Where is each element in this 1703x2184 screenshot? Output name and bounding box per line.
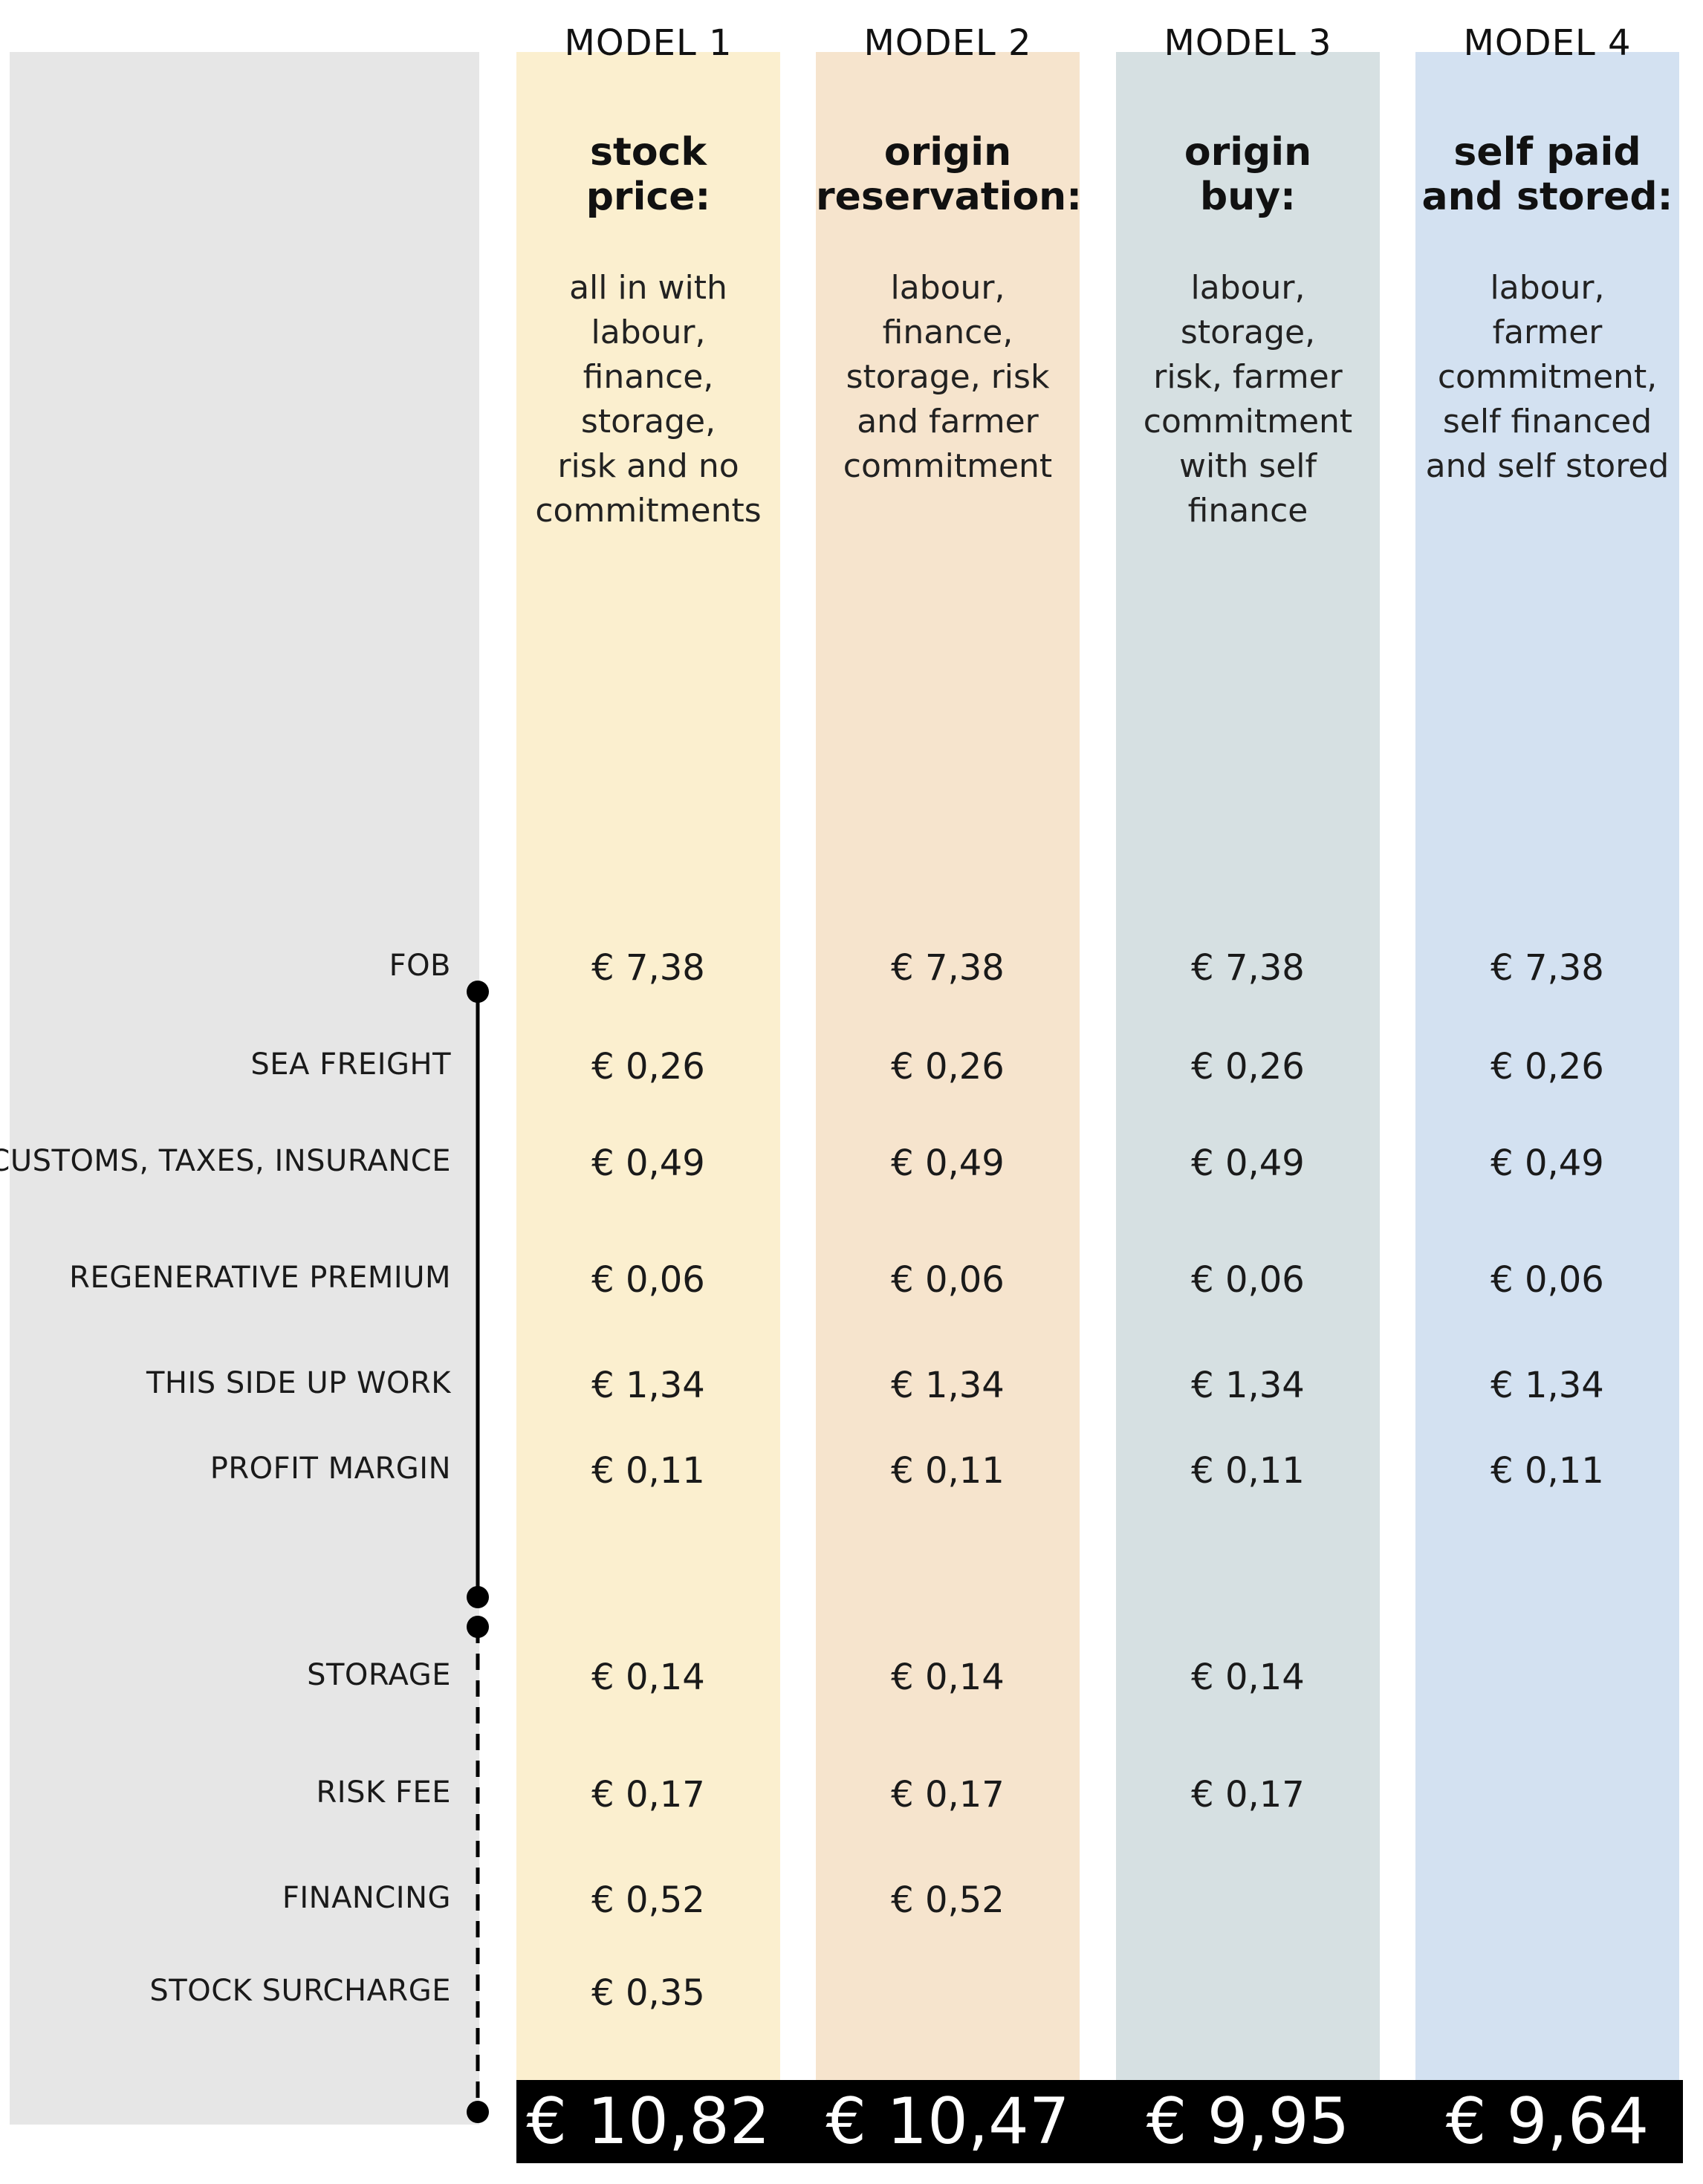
model-header: MODEL 4 <box>1463 22 1632 64</box>
model-header: MODEL 3 <box>1164 22 1332 64</box>
model-description-line: and self stored <box>1425 447 1670 485</box>
cost-cell: € 0,06 <box>591 1259 705 1301</box>
model-description-line: with self <box>1178 447 1317 485</box>
row-label: RISK FEE <box>316 1775 451 1810</box>
cost-cell: € 0,26 <box>891 1046 1005 1088</box>
row-label: REGENERATIVE PREMIUM <box>69 1261 451 1295</box>
model-description-line: self financed <box>1442 403 1652 441</box>
model-description-line: storage, <box>580 403 716 441</box>
row-label: SEA FREIGHT <box>250 1047 451 1082</box>
model-description-line: labour, <box>591 313 706 351</box>
row-label: CUSTOMS, TAXES, INSURANCE <box>0 1144 451 1178</box>
cost-cell: € 0,17 <box>1191 1774 1305 1816</box>
model-description-line: labour, <box>1490 269 1605 307</box>
model-description: all in with labour, finance, storage, risk a… <box>516 266 780 533</box>
model-description-line: commitment, <box>1437 358 1658 396</box>
cost-cell: € 0,52 <box>591 1879 705 1921</box>
cost-cell: € 0,11 <box>591 1450 705 1492</box>
model-title-line: buy: <box>1200 175 1296 219</box>
model-description-line: storage, <box>1180 313 1316 351</box>
cost-cell: € 0,14 <box>591 1657 705 1698</box>
model-title: origin buy: <box>1116 130 1380 219</box>
model-description-line: labour, <box>1190 269 1305 307</box>
model-title-line: stock <box>590 130 707 175</box>
model-title-line: reservation: <box>816 175 1082 219</box>
model-column <box>1116 52 1380 2132</box>
cost-cell: € 0,11 <box>1490 1450 1604 1492</box>
row-label-panel <box>10 52 479 2125</box>
cost-cell: € 0,26 <box>1490 1046 1604 1088</box>
model-description: labour, storage, risk, farmer commitment wit… <box>1116 266 1380 533</box>
cost-cell: € 0,49 <box>1490 1143 1604 1184</box>
model-description-line: finance <box>1187 492 1308 530</box>
model-title-line: price: <box>585 175 711 219</box>
cost-cell: € 0,06 <box>1191 1259 1305 1301</box>
row-label: STOCK SURCHARGE <box>149 1974 451 2008</box>
cost-cell: € 0,49 <box>1191 1143 1305 1184</box>
cost-cell: € 0,49 <box>891 1143 1005 1184</box>
model-description-line: finance, <box>583 358 714 396</box>
cost-cell: € 0,52 <box>891 1879 1005 1921</box>
model-description: labour, farmer commitment, self financed and… <box>1415 266 1679 489</box>
model-description-line: commitments <box>535 492 762 530</box>
cost-cell: € 0,14 <box>1191 1657 1305 1698</box>
total-price: € 10,82 <box>516 2080 780 2163</box>
cost-cell: € 7,38 <box>891 947 1005 989</box>
cost-cell: € 0,11 <box>891 1450 1005 1492</box>
model-title: stock price: <box>516 130 780 219</box>
cost-cell: € 0,26 <box>1191 1046 1305 1088</box>
connector-dot <box>467 981 489 1003</box>
cost-cell: € 0,17 <box>591 1774 705 1816</box>
connector-dot <box>467 1586 489 1608</box>
model-column <box>816 52 1080 2132</box>
row-label: PROFIT MARGIN <box>210 1452 451 1486</box>
model-title-line: and stored: <box>1421 175 1673 219</box>
model-description-line: all in with <box>569 269 727 307</box>
row-label: FOB <box>389 949 451 983</box>
model-description-line: and farmer <box>857 403 1039 441</box>
cost-cell: € 7,38 <box>1490 947 1604 989</box>
cost-cell: € 0,14 <box>891 1657 1005 1698</box>
model-description-line: commitment <box>1143 403 1353 441</box>
model-column <box>1415 52 1679 2132</box>
cost-cell: € 0,17 <box>891 1774 1005 1816</box>
model-header: MODEL 2 <box>863 22 1032 64</box>
model-title-line: origin <box>1184 130 1312 175</box>
cost-cell: € 0,11 <box>1191 1450 1305 1492</box>
connector-dot <box>467 1616 489 1638</box>
row-label: STORAGE <box>307 1658 451 1692</box>
cost-cell: € 1,34 <box>891 1365 1005 1406</box>
model-title-line: self paid <box>1453 130 1641 175</box>
connector-dot <box>467 2101 489 2123</box>
model-description-line: finance, <box>882 313 1013 351</box>
model-description-line: farmer <box>1492 313 1603 351</box>
cost-cell: € 0,49 <box>591 1143 705 1184</box>
cost-cell: € 0,06 <box>891 1259 1005 1301</box>
total-price: € 10,47 <box>816 2080 1080 2163</box>
cost-cell: € 0,06 <box>1490 1259 1604 1301</box>
cost-cell: € 0,35 <box>591 1972 705 2014</box>
model-description-line: commitment <box>843 447 1053 485</box>
model-description: labour, finance, storage, risk and farmer co… <box>816 266 1080 489</box>
row-label: THIS SIDE UP WORK <box>146 1366 451 1400</box>
cost-cell: € 1,34 <box>591 1365 705 1406</box>
model-description-line: risk, farmer <box>1153 358 1343 396</box>
cost-cell: € 1,34 <box>1490 1365 1604 1406</box>
model-title: origin reservation: <box>816 130 1082 219</box>
model-column <box>516 52 780 2132</box>
cost-cell: € 0,26 <box>591 1046 705 1088</box>
model-description-line: risk and no <box>557 447 739 485</box>
model-description-line: labour, <box>890 269 1005 307</box>
model-description-line: storage, risk <box>846 358 1050 396</box>
row-label: FINANCING <box>282 1881 451 1915</box>
total-price: € 9,95 <box>1116 2080 1380 2163</box>
model-title-line: origin <box>883 130 1012 175</box>
cost-cell: € 1,34 <box>1191 1365 1305 1406</box>
cost-cell: € 7,38 <box>1191 947 1305 989</box>
model-header: MODEL 1 <box>564 22 733 64</box>
cost-cell: € 7,38 <box>591 947 705 989</box>
model-title: self paid and stored: <box>1415 130 1679 219</box>
total-price: € 9,64 <box>1415 2080 1679 2163</box>
